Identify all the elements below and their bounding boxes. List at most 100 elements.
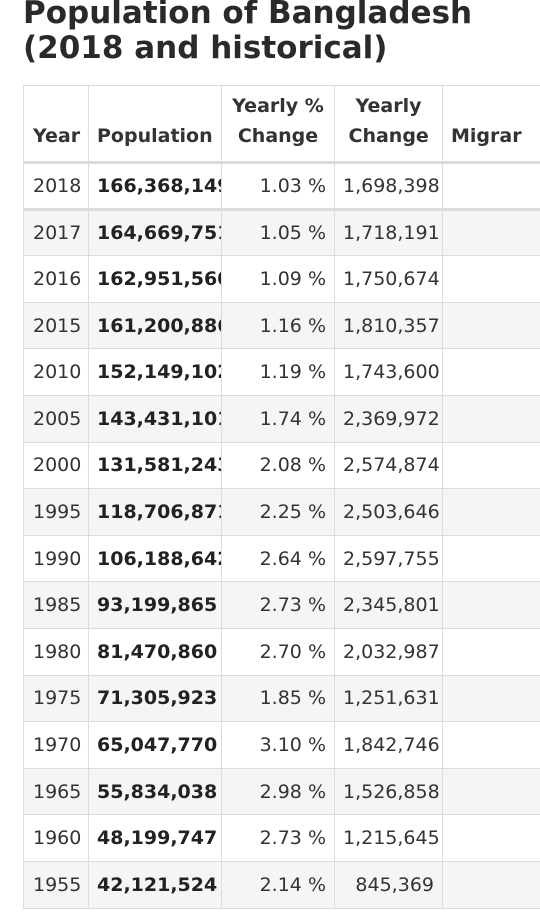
cell-population: 152,149,102 bbox=[88, 348, 222, 396]
cell-year: 2010 bbox=[23, 348, 89, 396]
cell-yearly-change: 2,345,801 bbox=[334, 581, 443, 629]
cell-migrants bbox=[442, 581, 540, 629]
cell-migrants bbox=[442, 394, 540, 443]
header-yearly-pct-change[interactable]: Yearly % Change bbox=[221, 85, 335, 164]
cell-population: 81,470,860 bbox=[88, 627, 222, 676]
table-row: 1960 48,199,747 2.73 % 1,215,645 bbox=[23, 814, 540, 862]
cell-yearly-change: 1,698,398 bbox=[334, 162, 443, 211]
cell-year: 2018 bbox=[23, 162, 89, 211]
cell-yearly-pct-change: 1.19 % bbox=[221, 348, 335, 396]
cell-population: 143,431,101 bbox=[88, 394, 222, 443]
cell-yearly-pct-change: 1.09 % bbox=[221, 255, 335, 303]
table-row: 2010 152,149,102 1.19 % 1,743,600 bbox=[23, 348, 540, 396]
cell-yearly-pct-change: 2.64 % bbox=[221, 534, 335, 583]
table-body: 2018 166,368,149 1.03 % 1,698,398 2017 164,66… bbox=[23, 162, 540, 909]
table-row: 1965 55,834,038 2.98 % 1,526,858 bbox=[23, 767, 540, 816]
table-row: 1995 118,706,871 2.25 % 2,503,646 bbox=[23, 488, 540, 536]
population-table: Year Population Yearly % Change Yearly C… bbox=[23, 85, 540, 909]
cell-population: 42,121,524 bbox=[88, 860, 222, 909]
cell-year: 2000 bbox=[23, 441, 89, 490]
cell-population: 71,305,923 bbox=[88, 674, 222, 723]
cell-population: 166,368,149 bbox=[88, 162, 222, 211]
table-row: 1985 93,199,865 2.73 % 2,345,801 bbox=[23, 581, 540, 629]
cell-migrants bbox=[442, 534, 540, 583]
cell-migrants bbox=[442, 208, 540, 257]
cell-year: 2015 bbox=[23, 301, 89, 350]
table-header-row: Year Population Yearly % Change Yearly C… bbox=[23, 85, 540, 164]
cell-migrants bbox=[442, 860, 540, 909]
cell-yearly-change: 1,251,631 bbox=[334, 674, 443, 723]
cell-yearly-pct-change: 2.14 % bbox=[221, 860, 335, 909]
header-yearly-change[interactable]: Yearly Change bbox=[334, 85, 443, 164]
table-row: 1970 65,047,770 3.10 % 1,842,746 bbox=[23, 721, 540, 769]
cell-yearly-change: 1,842,746 bbox=[334, 721, 443, 769]
cell-year: 1980 bbox=[23, 627, 89, 676]
table-row: 2018 166,368,149 1.03 % 1,698,398 bbox=[23, 162, 540, 211]
cell-population: 164,669,751 bbox=[88, 208, 222, 257]
table-row: 2017 164,669,751 1.05 % 1,718,191 bbox=[23, 208, 540, 257]
cell-year: 1995 bbox=[23, 488, 89, 536]
table-row: 2016 162,951,560 1.09 % 1,750,674 bbox=[23, 255, 540, 303]
table-row: 2015 161,200,886 1.16 % 1,810,357 bbox=[23, 301, 540, 350]
cell-population: 161,200,886 bbox=[88, 301, 222, 350]
header-migrants[interactable]: Migrar bbox=[442, 85, 540, 164]
cell-migrants bbox=[442, 674, 540, 723]
cell-yearly-change: 1,215,645 bbox=[334, 814, 443, 862]
cell-year: 1975 bbox=[23, 674, 89, 723]
cell-population: 162,951,560 bbox=[88, 255, 222, 303]
cell-migrants bbox=[442, 348, 540, 396]
cell-yearly-change: 1,526,858 bbox=[334, 767, 443, 816]
page-title: Population of Bangladesh (2018 and histo… bbox=[23, 0, 473, 66]
cell-migrants bbox=[442, 627, 540, 676]
cell-migrants bbox=[442, 441, 540, 490]
table-row: 2005 143,431,101 1.74 % 2,369,972 bbox=[23, 394, 540, 443]
cell-migrants bbox=[442, 721, 540, 769]
cell-year: 2017 bbox=[23, 208, 89, 257]
cell-population: 48,199,747 bbox=[88, 814, 222, 862]
cell-yearly-pct-change: 1.16 % bbox=[221, 301, 335, 350]
cell-year: 1985 bbox=[23, 581, 89, 629]
cell-year: 1965 bbox=[23, 767, 89, 816]
cell-migrants bbox=[442, 301, 540, 350]
cell-yearly-pct-change: 3.10 % bbox=[221, 721, 335, 769]
cell-population: 93,199,865 bbox=[88, 581, 222, 629]
header-population[interactable]: Population bbox=[88, 85, 222, 164]
cell-migrants bbox=[442, 255, 540, 303]
header-yearly-pct-change-label: Yearly % Change bbox=[232, 95, 324, 147]
cell-migrants bbox=[442, 767, 540, 816]
cell-population: 55,834,038 bbox=[88, 767, 222, 816]
cell-year: 2016 bbox=[23, 255, 89, 303]
cell-yearly-pct-change: 1.05 % bbox=[221, 208, 335, 257]
cell-yearly-change: 1,743,600 bbox=[334, 348, 443, 396]
table-row: 1990 106,188,642 2.64 % 2,597,755 bbox=[23, 534, 540, 583]
cell-yearly-pct-change: 1.74 % bbox=[221, 394, 335, 443]
cell-yearly-change: 2,369,972 bbox=[334, 394, 443, 443]
cell-year: 2005 bbox=[23, 394, 89, 443]
cell-yearly-pct-change: 2.25 % bbox=[221, 488, 335, 536]
table-row: 2000 131,581,243 2.08 % 2,574,874 bbox=[23, 441, 540, 490]
cell-yearly-change: 2,032,987 bbox=[334, 627, 443, 676]
header-year[interactable]: Year bbox=[23, 85, 89, 164]
header-yearly-change-label: Yearly Change bbox=[348, 95, 429, 147]
cell-year: 1955 bbox=[23, 860, 89, 909]
cell-population: 131,581,243 bbox=[88, 441, 222, 490]
cell-year: 1960 bbox=[23, 814, 89, 862]
cell-yearly-change: 1,750,674 bbox=[334, 255, 443, 303]
population-table-container[interactable]: Year Population Yearly % Change Yearly C… bbox=[23, 85, 540, 924]
cell-yearly-pct-change: 2.70 % bbox=[221, 627, 335, 676]
cell-yearly-pct-change: 2.73 % bbox=[221, 581, 335, 629]
table-row: 1975 71,305,923 1.85 % 1,251,631 bbox=[23, 674, 540, 723]
cell-yearly-pct-change: 2.08 % bbox=[221, 441, 335, 490]
cell-yearly-pct-change: 1.85 % bbox=[221, 674, 335, 723]
cell-yearly-change: 2,597,755 bbox=[334, 534, 443, 583]
cell-population: 65,047,770 bbox=[88, 721, 222, 769]
cell-yearly-change: 845,369 bbox=[334, 860, 443, 909]
cell-yearly-pct-change: 2.98 % bbox=[221, 767, 335, 816]
cell-migrants bbox=[442, 814, 540, 862]
cell-yearly-change: 2,574,874 bbox=[334, 441, 443, 490]
table-row: 1955 42,121,524 2.14 % 845,369 bbox=[23, 860, 540, 909]
cell-population: 106,188,642 bbox=[88, 534, 222, 583]
cell-yearly-pct-change: 2.73 % bbox=[221, 814, 335, 862]
cell-yearly-change: 1,718,191 bbox=[334, 208, 443, 257]
cell-year: 1970 bbox=[23, 721, 89, 769]
